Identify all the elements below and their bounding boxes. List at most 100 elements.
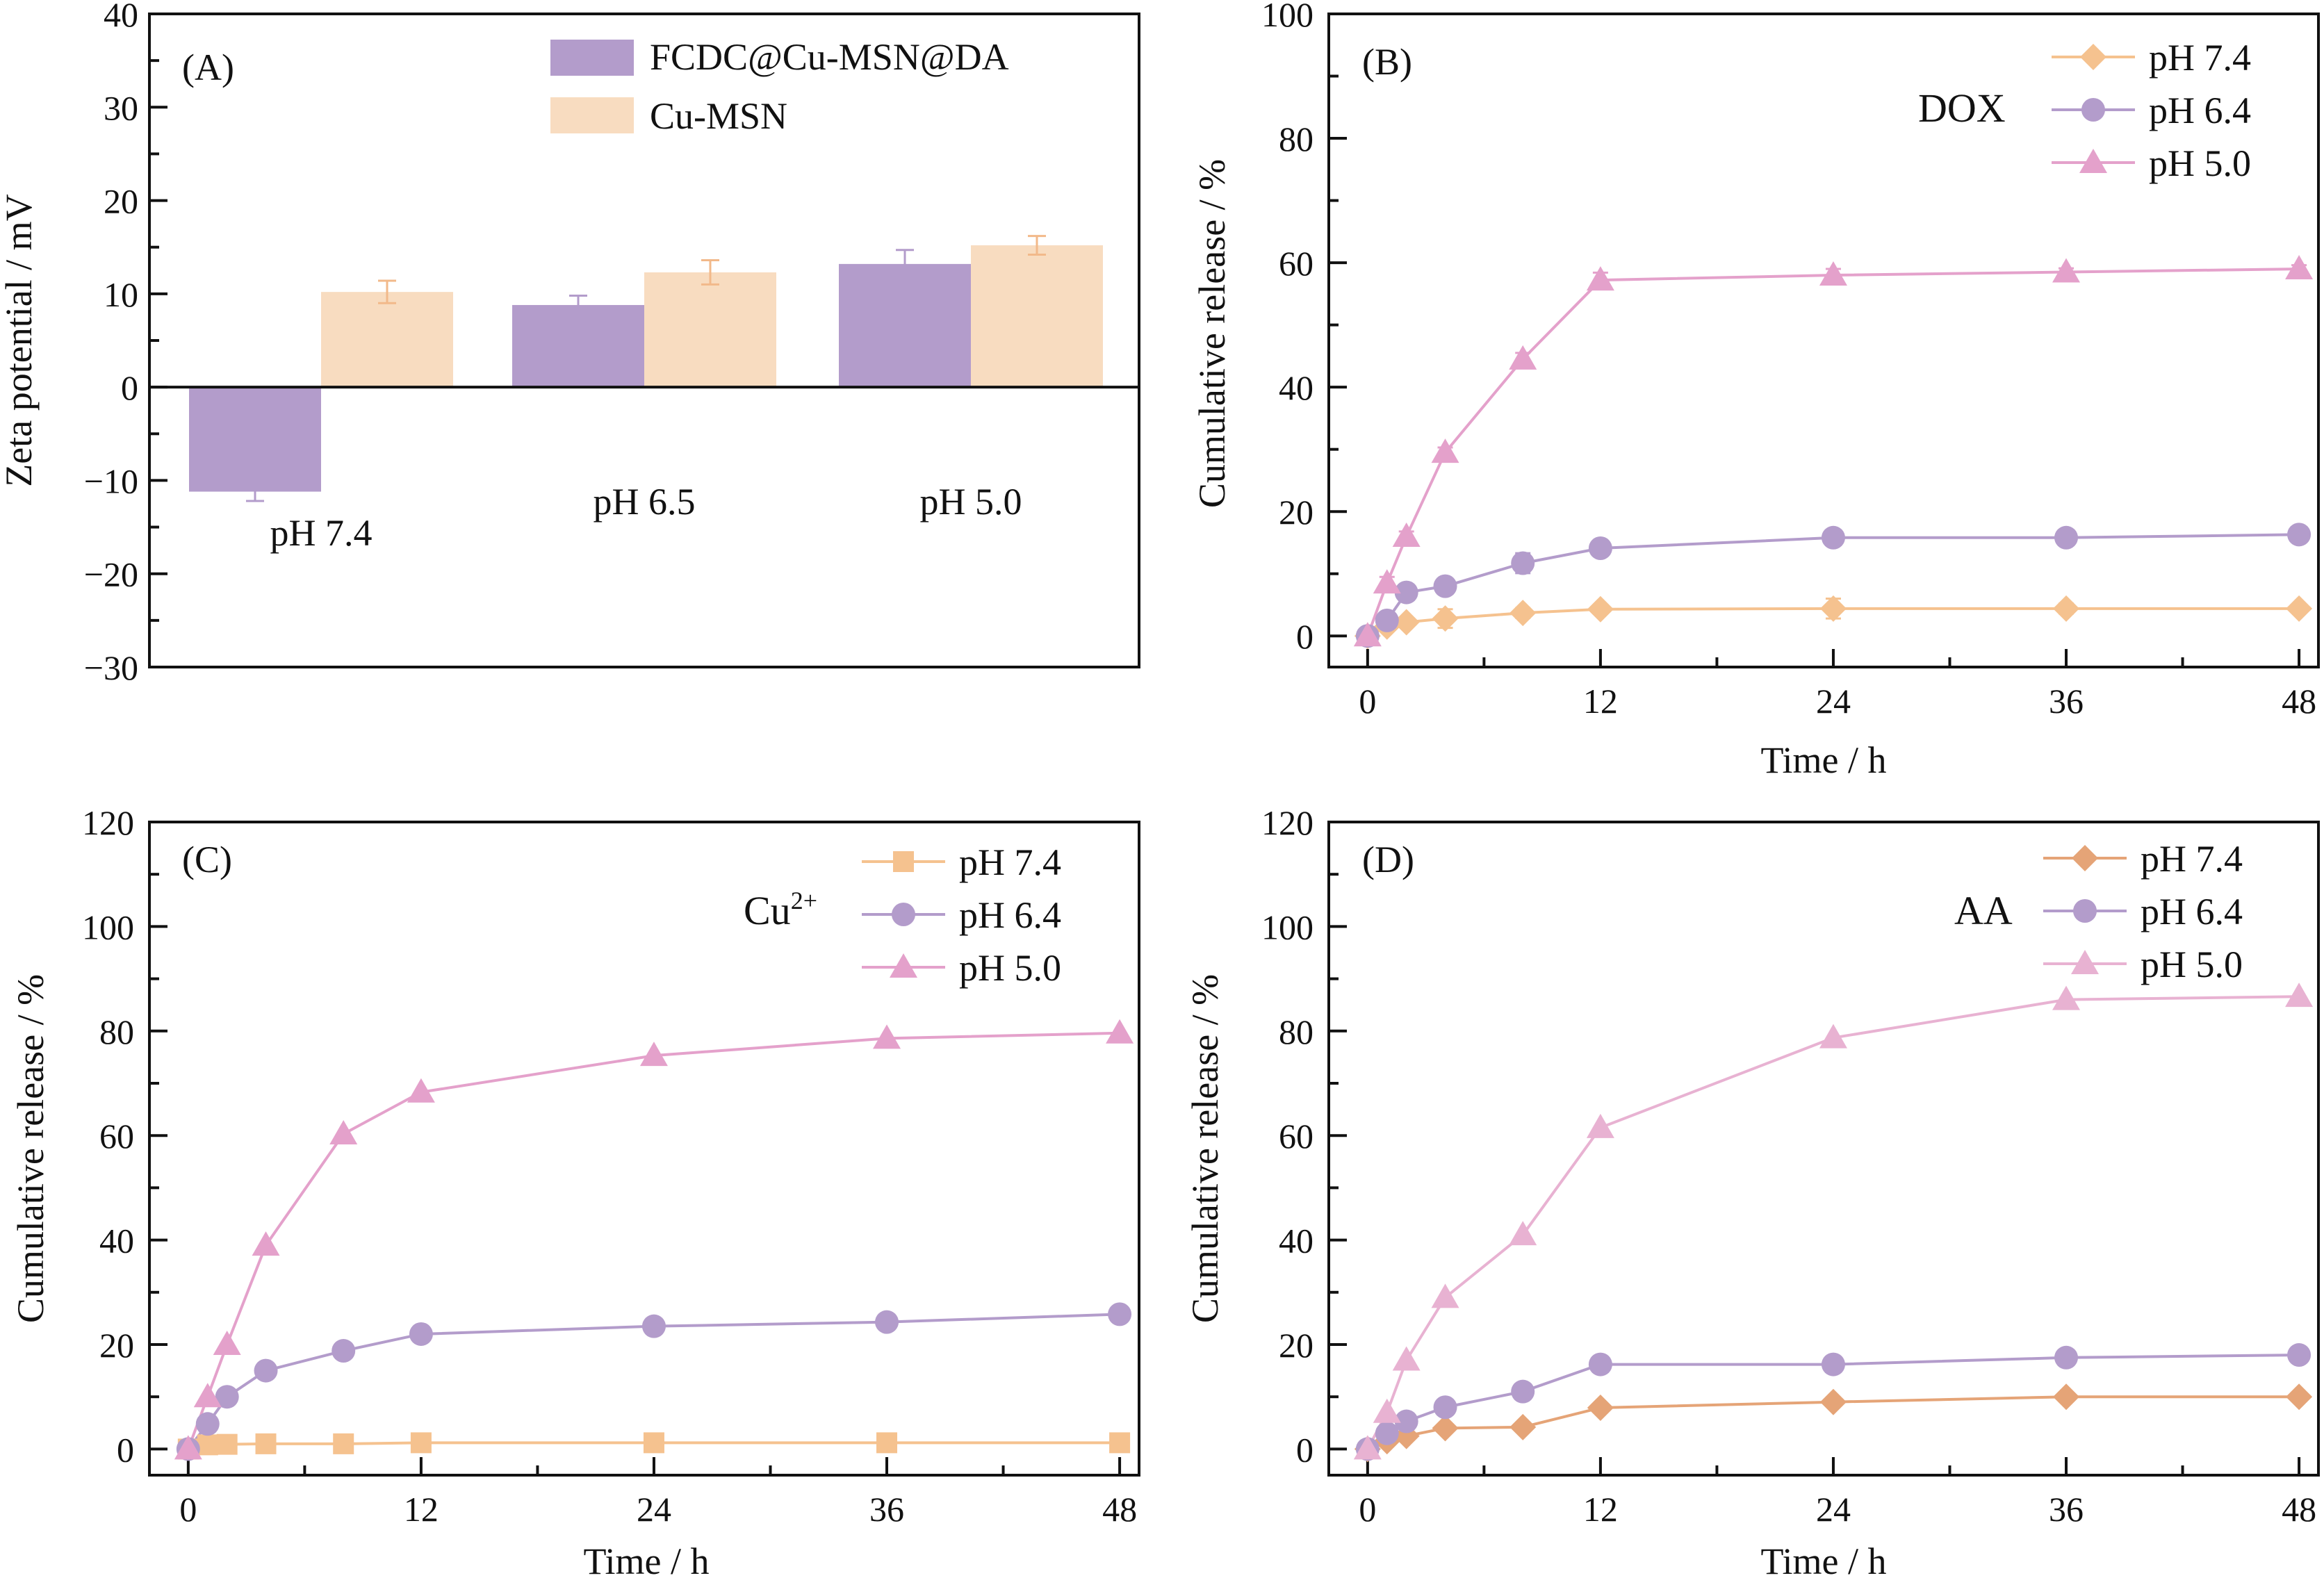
panel-c-data-point [252, 1231, 280, 1256]
panel-b-data-point [2053, 595, 2080, 622]
panel-d-data-point [1431, 1283, 1459, 1308]
panel-b-y-tick-label: 100 [1261, 0, 1314, 34]
panel-d-series [1353, 983, 2314, 1463]
panel-a-y-tick-label: −30 [84, 648, 138, 687]
panel-c-legend-marker [892, 903, 915, 926]
panel-c-data-point [332, 1339, 356, 1363]
panel-a-zeta-potential-chart: 40 30 20 10 0 −10 −20 −30 (A) Zeta potential / … [0, 0, 1140, 687]
panel-a-y-tick-label: −20 [84, 555, 138, 594]
panel-c-x-ticks: 0 12 24 36 48 [179, 1457, 1137, 1529]
panel-b-x-ticks: 0 12 24 36 48 [1359, 649, 2316, 721]
panel-b-x-tick-label: 0 [1359, 682, 1376, 721]
panel-a-bar [971, 245, 1103, 388]
panel-a-bars [149, 235, 1139, 502]
panel-b-data-point [1821, 525, 1845, 550]
panel-b-y-tick-label: 60 [1279, 244, 1314, 283]
panel-b-data-point [1587, 595, 1614, 623]
panel-c-x-axis-title: Time / h [583, 1540, 709, 1578]
panel-d-data-point [2052, 985, 2081, 1010]
panel-c-x-tick-label: 0 [179, 1490, 197, 1529]
panel-c-data-point [215, 1385, 239, 1409]
panel-c-y-ticks: 0 20 40 60 80 100 120 [82, 803, 167, 1469]
panel-c-ion-charge: 2+ [791, 887, 817, 914]
panel-d-data-point [1394, 1409, 1418, 1433]
legend-label-fcdc: FCDC@Cu-MSN@DA [650, 36, 1009, 78]
panel-c-data-point [410, 1432, 432, 1454]
panel-c-data-point [329, 1119, 358, 1144]
panel-a-bar [512, 304, 644, 388]
panel-d-legend-marker [2072, 845, 2098, 871]
panel-a-bar [189, 387, 321, 492]
panel-c-ion-annotation: Cu2+ [744, 887, 817, 933]
panel-d-data-point [1509, 1413, 1537, 1440]
panel-c-legend-marker [890, 953, 917, 978]
panel-d-x-tick-label: 0 [1359, 1490, 1376, 1529]
panel-b-data-point [1509, 345, 1537, 370]
panel-a-y-tick-label: 20 [104, 182, 138, 221]
panel-b-data-point [2287, 523, 2311, 547]
panel-c-data-point [409, 1322, 433, 1346]
panel-d-y-tick-label: 60 [1279, 1117, 1314, 1156]
legend-swatch-cu-msn [550, 97, 634, 133]
panel-b-data-point [1433, 574, 1457, 598]
panel-b-legend-marker [2079, 149, 2107, 173]
panel-d-data-point [2054, 1345, 2079, 1370]
panel-b-data-point [1375, 608, 1399, 632]
panel-d-y-tick-label: 120 [1261, 803, 1314, 842]
panel-c-data-point [1108, 1302, 1132, 1326]
panel-d-legend-label: pH 6.4 [2141, 891, 2243, 932]
panel-c-data-point [407, 1078, 435, 1103]
panel-c-legend-label: pH 6.4 [959, 894, 1061, 936]
panel-a-y-tick-label: 0 [121, 368, 138, 407]
panel-c-data-point [255, 1433, 277, 1454]
panel-b-data-point [2285, 255, 2314, 280]
panel-c-legend-label: pH 5.0 [959, 947, 1061, 989]
panel-a-category-label: pH 5.0 [920, 481, 1022, 523]
panel-d-data-point [1373, 1398, 1401, 1423]
panel-c-y-tick-label: 40 [99, 1222, 134, 1260]
panel-d-data-point [1819, 1388, 1847, 1415]
panel-d-data-point [2285, 983, 2314, 1008]
panel-b-data-point [1586, 266, 1614, 291]
panel-d-data-point [1353, 1435, 1382, 1460]
panel-d-data-point [1433, 1395, 1457, 1420]
panel-a-label: (A) [182, 47, 234, 88]
panel-c-data-point [216, 1433, 238, 1455]
panel-d-x-tick-label: 12 [1583, 1490, 1618, 1529]
panel-b-y-ticks: 0 20 40 60 80 100 [1261, 0, 1347, 656]
panel-b-y-tick-label: 0 [1296, 617, 1314, 656]
panel-a-y-tick-label: 40 [104, 0, 138, 34]
panel-d-legend-marker [2071, 950, 2099, 974]
panel-a-y-tick-label: −10 [84, 461, 138, 500]
panel-c-data-point [195, 1412, 220, 1436]
panel-b-data-point [1511, 551, 1535, 575]
panel-c-x-tick-label: 24 [637, 1490, 671, 1529]
panel-b-x-tick-label: 48 [2282, 682, 2316, 721]
panel-c-legend: pH 7.4 pH 6.4 pH 5.0 [862, 841, 1061, 989]
panel-a-category-label: pH 7.4 [270, 512, 373, 554]
panel-c-data-point [643, 1432, 664, 1454]
panel-a-y-axis-title: Zeta potential / mV [0, 194, 40, 486]
panel-c-x-tick-label: 12 [404, 1490, 439, 1529]
panel-d-data-point [1509, 1221, 1537, 1246]
panel-d-data-point [1588, 1352, 1612, 1376]
panel-b-x-tick-label: 24 [1816, 682, 1851, 721]
panel-c-label: (C) [182, 839, 232, 880]
panel-b-x-axis-title: Time / h [1760, 739, 1886, 781]
panel-c-data-point [876, 1432, 898, 1454]
panel-c-data-point [1109, 1432, 1131, 1454]
panel-b-y-tick-label: 20 [1279, 493, 1314, 532]
panel-d-drug-annotation: AA [1954, 888, 2013, 933]
panel-b-data-point [1509, 600, 1537, 627]
panel-b-series-line [1366, 268, 2300, 636]
panel-b-legend-label: pH 6.4 [2149, 90, 2251, 131]
panel-b-dox-release-chart: 0 20 40 60 80 100 0 12 24 36 48 pH 7.4 pH 6.4 pH 5.… [1191, 0, 2320, 781]
panel-c-y-tick-label: 60 [99, 1117, 134, 1156]
panel-b-legend: pH 7.4 pH 6.4 pH 5.0 [2052, 37, 2251, 184]
panel-d-data-point [1511, 1379, 1535, 1404]
panel-b-frame [1327, 13, 2320, 668]
panel-c-y-tick-label: 20 [99, 1326, 134, 1365]
panel-c-series [174, 1019, 1134, 1461]
panel-b-y-tick-label: 80 [1279, 120, 1314, 158]
